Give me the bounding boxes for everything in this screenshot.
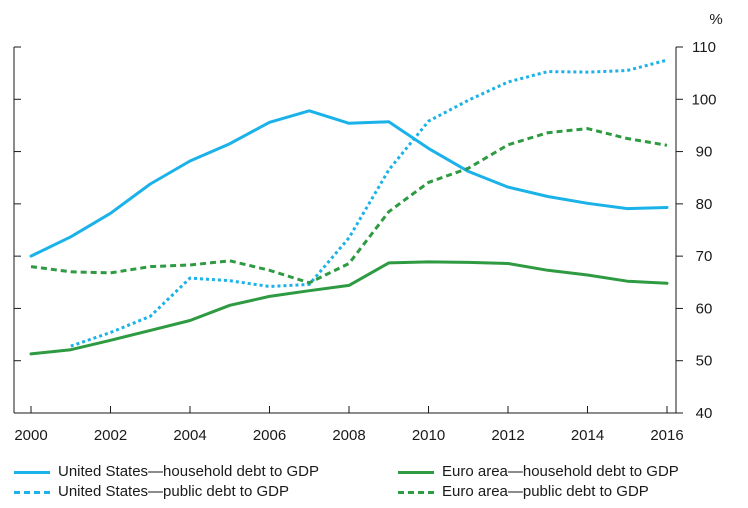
series-line	[70, 58, 668, 348]
x-tick-label: 2010	[412, 427, 445, 444]
y-tick-label: 60	[696, 300, 713, 317]
x-axis: 2000 2002 2004 2006 2008 2010 2012 2014 2016	[14, 406, 684, 444]
legend-item: United States—public debt to GDP	[14, 483, 289, 501]
legend-item: Euro area—public debt to GDP	[398, 483, 649, 501]
y-tick-label: 70	[696, 248, 713, 265]
x-tick-label: 2000	[14, 427, 47, 444]
series-line	[29, 109, 669, 258]
y-tick-label: 40	[696, 405, 713, 422]
y-axis: 40 50 60 70 80 90 100 110	[14, 39, 717, 422]
y-tick-label: 110	[692, 39, 716, 56]
legend-swatch	[398, 470, 434, 474]
x-tick-label: 2006	[253, 427, 286, 444]
x-tick-label: 2008	[332, 427, 365, 444]
legend-label: United States—public debt to GDP	[58, 483, 289, 500]
line-chart: 2000 2002 2004 2006 2008 2010 2012 2014 2016 40 5…	[13, 11, 723, 444]
legend-item: United States—household debt to GDP	[14, 463, 319, 481]
legend-swatch	[14, 470, 50, 474]
y-tick-label: 50	[696, 353, 713, 370]
legend-swatch	[14, 490, 50, 494]
chart-frame	[13, 47, 677, 414]
legend-label: Euro area—public debt to GDP	[442, 483, 649, 500]
x-tick-label: 2014	[571, 427, 604, 444]
series-lines	[29, 58, 669, 356]
x-tick-label: 2016	[650, 427, 683, 444]
series-line	[30, 127, 668, 285]
legend-item: Euro area—household debt to GDP	[398, 463, 679, 481]
legend-swatch	[398, 490, 434, 494]
y-tick-label: 100	[691, 91, 716, 108]
y-tick-label: 90	[696, 144, 713, 161]
x-tick-label: 2004	[173, 427, 206, 444]
x-tick-label: 2002	[94, 427, 127, 444]
x-tick-label: 2012	[491, 427, 524, 444]
series-line	[29, 260, 669, 356]
legend-label: Euro area—household debt to GDP	[442, 463, 679, 480]
legend-label: United States—household debt to GDP	[58, 463, 319, 480]
y-tick-label: 80	[696, 196, 713, 213]
y-axis-unit-label: %	[709, 11, 722, 28]
